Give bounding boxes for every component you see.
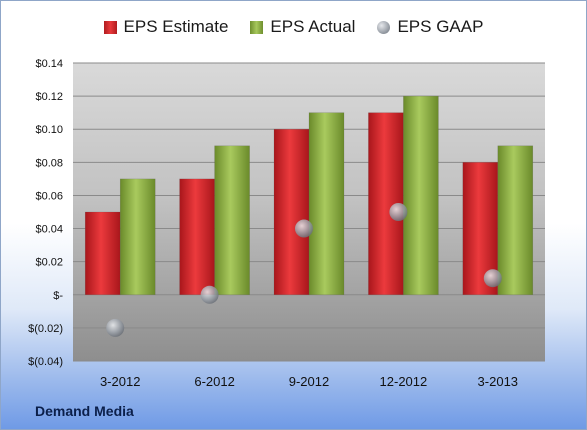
- y-tick-label: $0.08: [35, 157, 63, 169]
- y-tick-label: $(0.02): [28, 323, 63, 335]
- marker-eps-gaap: [106, 318, 125, 337]
- y-tick-label: $0.02: [35, 257, 63, 269]
- x-tick-label: 3-2012: [100, 374, 140, 389]
- bar-eps-actual: [308, 112, 345, 296]
- legend: EPS Estimate EPS Actual EPS GAAP: [1, 17, 586, 37]
- bar-eps-actual: [403, 95, 439, 296]
- marker-eps-gaap: [389, 203, 408, 221]
- y-tick-label: $0.06: [35, 190, 63, 202]
- legend-item-eps-estimate: EPS Estimate: [103, 17, 229, 37]
- x-tick-label: 6-2012: [194, 374, 234, 389]
- x-tick-label: 12-2012: [380, 374, 428, 389]
- source-label: Demand Media: [35, 403, 134, 419]
- legend-item-eps-actual: EPS Actual: [250, 17, 355, 37]
- y-tick-label: $0.04: [35, 224, 63, 236]
- legend-item-eps-gaap: EPS GAAP: [377, 17, 483, 37]
- bar-eps-actual: [214, 145, 250, 296]
- y-tick-label: $0.10: [35, 124, 63, 136]
- marker-eps-gaap: [295, 219, 313, 238]
- bar-eps-actual: [119, 178, 156, 296]
- marker-eps-gaap: [483, 269, 502, 288]
- y-tick-label: $-: [53, 290, 63, 302]
- legend-label-eps-estimate: EPS Estimate: [123, 17, 229, 36]
- marker-eps-gaap: [200, 285, 219, 304]
- x-tick-label: 9-2012: [289, 374, 329, 389]
- bar-eps-actual: [497, 145, 534, 296]
- legend-swatch-eps-gaap: [377, 20, 391, 34]
- gaap-markers: [106, 203, 502, 337]
- bar-eps-estimate: [273, 128, 310, 296]
- x-axis: 3-2012 6-2012 9-2012 12-2012 3-2013: [100, 374, 518, 389]
- bar-eps-estimate: [179, 178, 215, 296]
- bar-eps-estimate: [84, 211, 121, 296]
- y-tick-label: $0.12: [35, 91, 63, 103]
- legend-label-eps-gaap: EPS GAAP: [397, 17, 484, 36]
- y-tick-label: $0.14: [35, 58, 63, 70]
- bars: [84, 95, 534, 296]
- legend-label-eps-actual: EPS Actual: [270, 17, 356, 36]
- y-axis: $0.14 $0.12 $0.10 $0.08 $0.06 $0.04 $0.02 $- $(0…: [28, 58, 63, 368]
- legend-swatch-eps-estimate: [103, 20, 117, 34]
- y-tick-label: $(0.04): [28, 356, 63, 368]
- legend-swatch-eps-actual: [250, 20, 264, 34]
- x-tick-label: 3-2013: [478, 374, 518, 389]
